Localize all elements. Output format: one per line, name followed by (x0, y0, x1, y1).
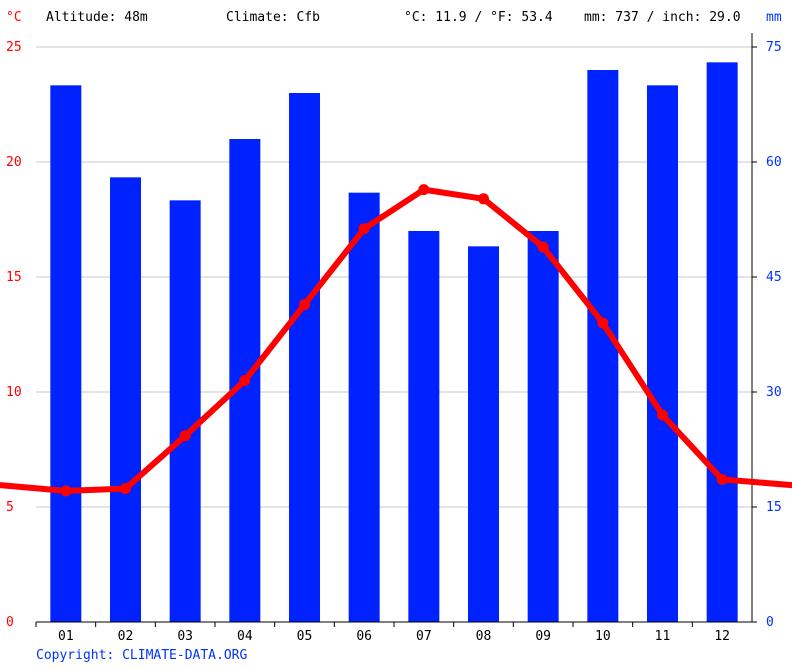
x-axis-tick-label: 09 (535, 629, 551, 644)
x-axis-tick-label: 12 (714, 629, 730, 644)
precipitation-bar (50, 85, 82, 623)
precipitation-bar (110, 177, 141, 623)
temperature-point (60, 485, 72, 497)
right-axis-tick-label: 75 (766, 40, 782, 55)
left-axis-tick-label: 15 (6, 270, 22, 285)
x-axis-tick-label: 04 (237, 629, 253, 644)
x-axis-tick-label: 07 (416, 629, 432, 644)
precipitation-bar (468, 246, 499, 623)
temperature-point (657, 409, 668, 421)
x-axis-tick-label: 01 (58, 629, 74, 644)
right-axis-tick-label: 60 (766, 155, 782, 170)
temperature-point (537, 241, 549, 253)
temperature-point (716, 473, 728, 485)
left-axis-tick-label: 25 (6, 40, 22, 55)
left-axis-tick-label: 0 (6, 615, 14, 630)
right-axis-tick-label: 45 (766, 270, 782, 285)
x-axis-tick-label: 05 (297, 629, 313, 644)
precipitation-bar (647, 85, 678, 623)
precipitation-bar (587, 70, 619, 622)
precipitation-bar (289, 93, 320, 622)
precipitation-unit-label: mm (766, 10, 782, 25)
x-axis-tick-label: 11 (655, 629, 671, 644)
left-axis-tick-label: 10 (6, 385, 22, 400)
precipitation-bar (706, 62, 738, 623)
annual-temperature-label: °C: 11.9 / °F: 53.4 (404, 10, 553, 25)
copyright-label: Copyright: CLIMATE-DATA.ORG (36, 648, 248, 663)
x-axis-tick-label: 08 (476, 629, 492, 644)
temperature-point (418, 184, 430, 196)
altitude-label: Altitude: 48m (46, 10, 148, 25)
precipitation-bar (527, 231, 559, 622)
x-axis-tick-label: 06 (356, 629, 372, 644)
right-axis-tick-label: 15 (766, 500, 782, 515)
temperature-point (478, 193, 489, 205)
temperature-point (299, 299, 310, 311)
temperature-point (358, 223, 370, 235)
precipitation-bar (348, 192, 380, 622)
temperature-line (0, 186, 792, 494)
temperature-point (239, 375, 251, 386)
left-axis-tick-label: 5 (6, 500, 14, 515)
right-axis-tick-label: 0 (766, 615, 774, 630)
precipitation-bar (408, 231, 440, 622)
precipitation-bar (169, 200, 201, 623)
temperature-point (120, 483, 131, 495)
temperature-point (597, 317, 609, 329)
annual-precipitation-label: mm: 737 / inch: 29.0 (584, 10, 741, 25)
left-axis-tick-label: 20 (6, 155, 22, 170)
climate-label: Climate: Cfb (226, 10, 320, 25)
x-axis-tick-label: 10 (595, 629, 611, 644)
temperature-point (179, 430, 191, 442)
temperature-unit-label: °C (6, 10, 22, 25)
right-axis-tick-label: 30 (766, 385, 782, 400)
x-axis-tick-label: 03 (177, 629, 193, 644)
x-axis-tick-label: 02 (118, 629, 134, 644)
